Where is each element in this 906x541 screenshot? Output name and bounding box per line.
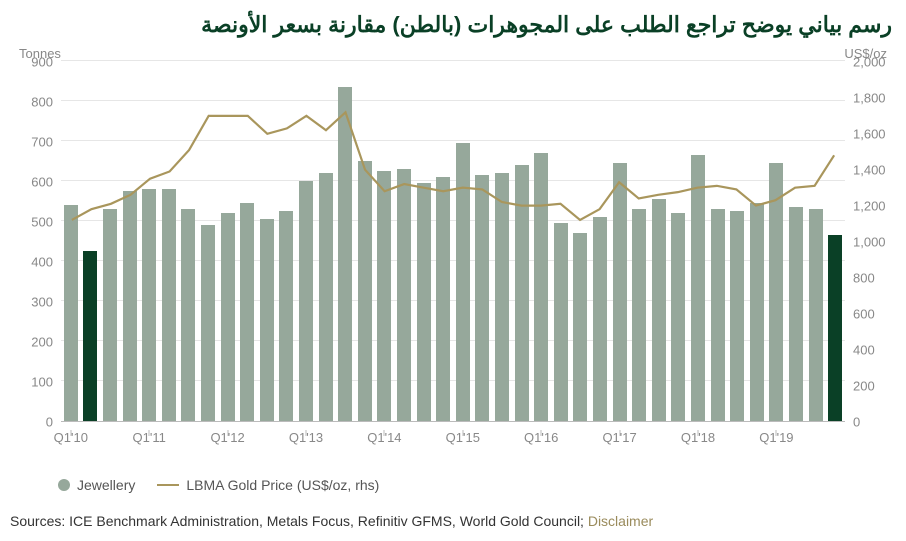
legend: Jewellery LBMA Gold Price (US$/oz, rhs) xyxy=(58,477,379,493)
y-left-tick: 600 xyxy=(31,175,53,190)
bar xyxy=(789,207,803,421)
y-right-tick: 1,800 xyxy=(853,91,886,106)
legend-price: LBMA Gold Price (US$/oz, rhs) xyxy=(157,477,379,493)
legend-dot-icon xyxy=(58,479,70,491)
y-right-tick: 1,200 xyxy=(853,199,886,214)
sources-text: Sources: ICE Benchmark Administration, M… xyxy=(10,513,653,529)
bar xyxy=(377,171,391,421)
y-left-tick: 0 xyxy=(46,415,53,430)
x-ticks: Q1'10Q1'11Q1'12Q1'13Q1'14Q1'15Q1'16Q1'17… xyxy=(61,424,845,444)
disclaimer-link[interactable]: Disclaimer xyxy=(588,513,653,529)
bar xyxy=(828,235,842,421)
y-right-tick: 1,000 xyxy=(853,235,886,250)
bar xyxy=(750,203,764,421)
bar xyxy=(573,233,587,421)
bar xyxy=(162,189,176,421)
bar xyxy=(64,205,78,421)
bar xyxy=(299,181,313,421)
bar xyxy=(593,217,607,421)
bar xyxy=(613,163,627,421)
bar xyxy=(809,209,823,421)
y-right-tick: 600 xyxy=(853,307,875,322)
legend-jewellery-label: Jewellery xyxy=(77,477,135,493)
bar xyxy=(475,175,489,421)
y-right-tick: 2,000 xyxy=(853,55,886,70)
bar xyxy=(181,209,195,421)
chart-container: رسم بياني يوضح تراجع الطلب على المجوهرات… xyxy=(0,0,906,541)
legend-price-label: LBMA Gold Price (US$/oz, rhs) xyxy=(186,477,379,493)
y-right-tick: 800 xyxy=(853,271,875,286)
bar xyxy=(711,209,725,421)
bar xyxy=(123,191,137,421)
chart-title: رسم بياني يوضح تراجع الطلب على المجوهرات… xyxy=(10,12,896,38)
y-left-tick: 900 xyxy=(31,55,53,70)
legend-line-icon xyxy=(157,484,179,486)
y-left-tick: 100 xyxy=(31,375,53,390)
bars-group xyxy=(61,62,845,421)
chart-area: Tonnes US$/oz 01002003004005006007008009… xyxy=(13,48,893,458)
bar xyxy=(671,213,685,421)
y-left-tick: 300 xyxy=(31,295,53,310)
bar xyxy=(652,199,666,421)
legend-jewellery: Jewellery xyxy=(58,477,135,493)
bar xyxy=(279,211,293,421)
sources-prefix: Sources: ICE Benchmark Administration, M… xyxy=(10,513,588,529)
bar xyxy=(358,161,372,421)
bar xyxy=(691,155,705,421)
bar xyxy=(240,203,254,421)
bar xyxy=(769,163,783,421)
y-left-tick: 500 xyxy=(31,215,53,230)
bar xyxy=(456,143,470,421)
bar xyxy=(397,169,411,421)
y-left-tick: 400 xyxy=(31,255,53,270)
y-left-tick: 800 xyxy=(31,95,53,110)
bar xyxy=(554,223,568,421)
plot-area xyxy=(61,62,845,422)
bar xyxy=(83,251,97,421)
bar xyxy=(319,173,333,421)
y-right-tick: 200 xyxy=(853,379,875,394)
bar xyxy=(515,165,529,421)
y-left-ticks: 0100200300400500600700800900 xyxy=(13,62,57,422)
bar xyxy=(417,183,431,421)
y-right-ticks: 02004006008001,0001,2001,4001,6001,8002,… xyxy=(849,62,893,422)
bar xyxy=(338,87,352,421)
y-left-tick: 700 xyxy=(31,135,53,150)
bar xyxy=(495,173,509,421)
y-right-tick: 0 xyxy=(853,415,860,430)
y-right-tick: 1,400 xyxy=(853,163,886,178)
bar xyxy=(201,225,215,421)
bar xyxy=(534,153,548,421)
bar xyxy=(260,219,274,421)
bar xyxy=(632,209,646,421)
y-right-tick: 1,600 xyxy=(853,127,886,142)
bar xyxy=(103,209,117,421)
bar xyxy=(142,189,156,421)
bar xyxy=(730,211,744,421)
y-right-tick: 400 xyxy=(853,343,875,358)
bar xyxy=(221,213,235,421)
y-left-tick: 200 xyxy=(31,335,53,350)
bar xyxy=(436,177,450,421)
